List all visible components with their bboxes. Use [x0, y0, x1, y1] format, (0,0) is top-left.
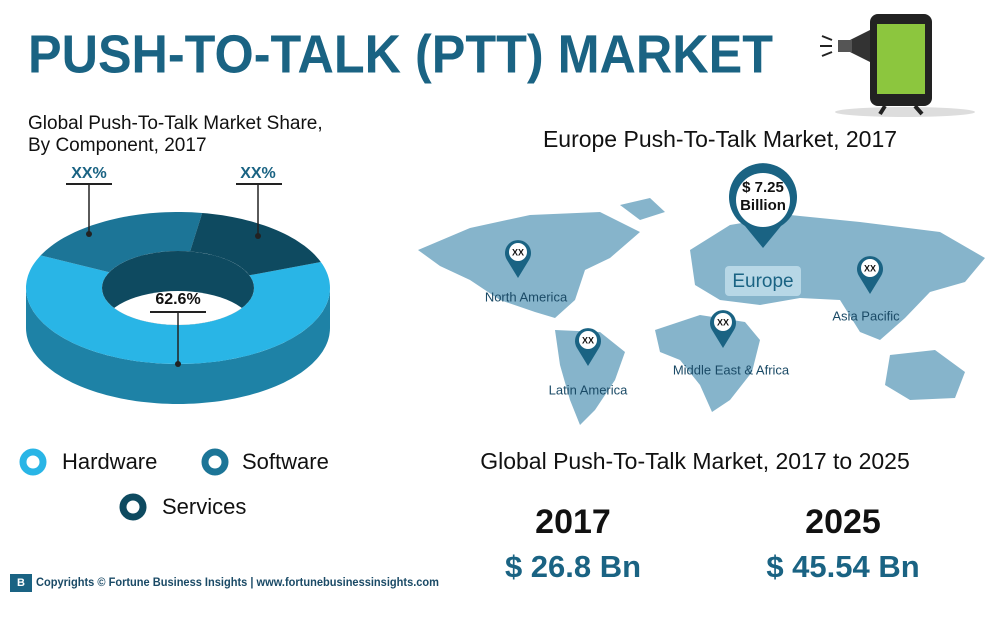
legend-label: Hardware [62, 449, 157, 474]
pin-face [579, 331, 597, 349]
legend-swatch [201, 448, 229, 476]
donut-segment [190, 213, 321, 276]
footer: B Copyrights © Fortune Business Insights… [10, 574, 439, 592]
legend: Hardware Software Services [19, 448, 329, 521]
donut-segment [40, 212, 203, 273]
legend-swatch [19, 448, 47, 476]
page-title: PUSH-TO-TALK (PTT) MARKET [28, 24, 773, 84]
legend-swatch [119, 493, 147, 521]
growth-figures: 2017 $ 26.8 Bn 2025 $ 45.54 Bn [505, 503, 920, 584]
pin-label: XX [582, 335, 594, 345]
market-value: $ 45.54 Bn [766, 549, 919, 584]
callout-unit: Billion [740, 197, 786, 214]
world-map [418, 198, 985, 425]
callout: $ 7.25 Billion [729, 163, 798, 248]
legend-label: Software [242, 449, 329, 474]
donut-chart [26, 212, 330, 404]
annotation-label: XX% [240, 165, 276, 182]
annotation-label: XX% [71, 165, 107, 182]
phone-icon [820, 14, 975, 117]
footer-text: Copyrights © Fortune Business Insights |… [36, 575, 439, 589]
pin-face [509, 243, 527, 261]
region-label: Latin America [549, 382, 629, 397]
legend-label: Services [162, 494, 246, 519]
chart-title: By Component, 2017 [28, 135, 207, 156]
region-pins: XX North America XX Latin America XX Middle E… [485, 240, 900, 397]
pin-face [714, 313, 732, 331]
pin-label: XX [717, 317, 729, 327]
growth-title: Global Push-To-Talk Market, 2017 to 2025 [480, 448, 910, 474]
svg-text:B: B [17, 577, 25, 589]
market-value: $ 26.8 Bn [505, 549, 641, 584]
donut-segment [26, 255, 330, 364]
map-title: Europe Push-To-Talk Market, 2017 [543, 126, 897, 152]
region-label: Middle East & Africa [673, 362, 790, 377]
region-label: Asia Pacific [832, 308, 900, 323]
year: 2025 [805, 503, 881, 541]
chart-title: Global Push-To-Talk Market Share, [28, 113, 323, 134]
year: 2017 [535, 503, 611, 541]
annotations: XX% XX% 62.6% [66, 165, 282, 367]
annotation-label: 62.6% [155, 291, 200, 308]
callout-value: $ 7.25 [742, 179, 784, 196]
europe-label: Europe [732, 271, 793, 292]
donut-side [26, 288, 330, 404]
pin-label: XX [864, 263, 876, 273]
donut-hole [102, 291, 254, 325]
pin-label: XX [512, 247, 524, 257]
pin-face [861, 259, 879, 277]
region-label: North America [485, 289, 568, 304]
europe-highlight [725, 266, 801, 296]
